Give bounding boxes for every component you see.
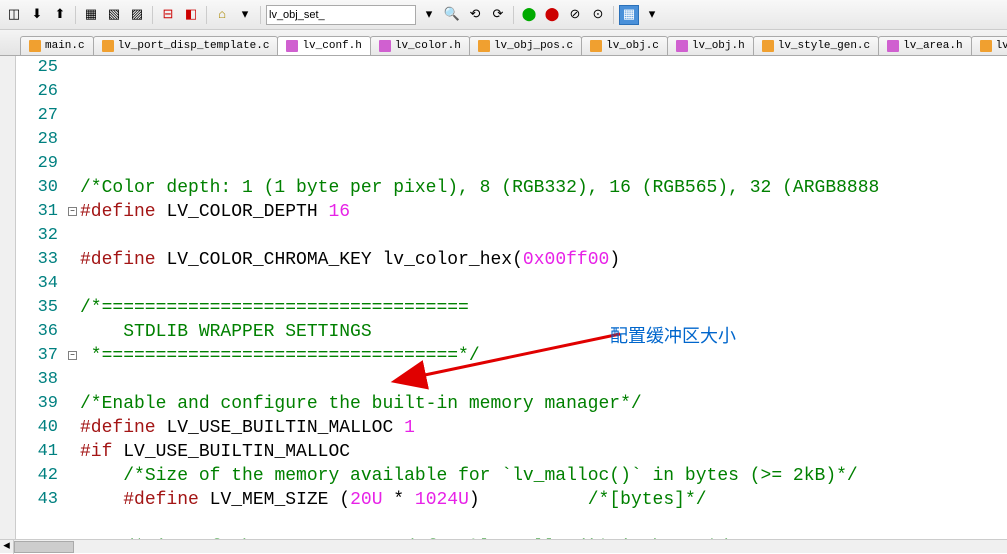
tab-label: lv_obj.h <box>692 40 745 52</box>
tab-label: lv_port_disp_template.c <box>118 40 270 52</box>
line-number: 38 <box>16 368 58 392</box>
tab-lv_area-h[interactable]: lv_area.h <box>878 36 971 55</box>
line-number: 31 <box>16 200 58 224</box>
tab-lv_obj_style[interactable]: lv_obj_style <box>971 36 1007 55</box>
tb-btn-11[interactable]: ⟲ <box>465 5 485 25</box>
code-line: /*Color depth: 1 (1 byte per pixel), 8 (… <box>80 176 1007 200</box>
line-number: 34 <box>16 272 58 296</box>
tab-label: lv_area.h <box>903 40 962 52</box>
line-number: 27 <box>16 104 58 128</box>
tab-label: lv_conf.h <box>302 40 361 52</box>
tb-btn-16[interactable]: ⊙ <box>588 5 608 25</box>
code-line: #define LV_COLOR_DEPTH 16 <box>80 200 1007 224</box>
tb-btn-14[interactable]: ⬤ <box>542 5 562 25</box>
tb-btn-4[interactable]: ▦ <box>81 5 101 25</box>
code-line <box>80 152 1007 176</box>
tb-dropdown-1[interactable]: ▾ <box>419 5 439 25</box>
line-number: 33 <box>16 248 58 272</box>
tab-lv_obj_pos-c[interactable]: lv_obj_pos.c <box>469 36 582 55</box>
horizontal-scrollbar[interactable]: ◂ <box>0 539 1007 553</box>
fold-toggle[interactable]: − <box>68 351 77 360</box>
tb-btn-7[interactable]: ⊟ <box>158 5 178 25</box>
line-number: 37 <box>16 344 58 368</box>
line-number: 40 <box>16 416 58 440</box>
code-line <box>80 512 1007 536</box>
tab-label: lv_obj.c <box>606 40 659 52</box>
margin-strip <box>0 56 16 539</box>
file-icon <box>29 40 41 52</box>
line-number: 36 <box>16 320 58 344</box>
tb-btn-8[interactable]: ◧ <box>181 5 201 25</box>
toolbar: ◫ ⬇ ⬆ ▦ ▧ ▨ ⊟ ◧ ⌂ ▾ ▾ 🔍 ⟲ ⟳ ⬤ ⬤ ⊘ ⊙ ▦ ▾ <box>0 0 1007 30</box>
tb-btn-1[interactable]: ◫ <box>4 5 24 25</box>
code-line: /*================================== <box>80 296 1007 320</box>
tb-btn-15[interactable]: ⊘ <box>565 5 585 25</box>
code-line: #define LV_USE_BUILTIN_MALLOC 1 <box>80 416 1007 440</box>
file-icon <box>676 40 688 52</box>
line-number-gutter: 25262728293031323334353637383940414243 <box>16 56 66 539</box>
code-line: *=================================*/ <box>80 344 1007 368</box>
tb-btn-2[interactable]: ⬇ <box>27 5 47 25</box>
line-number: 30 <box>16 176 58 200</box>
line-number: 39 <box>16 392 58 416</box>
tb-btn-5[interactable]: ▧ <box>104 5 124 25</box>
fold-toggle[interactable]: − <box>68 207 77 216</box>
tb-search-icon[interactable]: 🔍 <box>442 5 462 25</box>
code-line <box>80 224 1007 248</box>
file-icon <box>590 40 602 52</box>
code-line: #if LV_USE_BUILTIN_MALLOC <box>80 440 1007 464</box>
fold-column: −− <box>66 56 80 539</box>
tb-btn-3[interactable]: ⬆ <box>50 5 70 25</box>
code-line: /*Size of the memory available for `lv_m… <box>80 464 1007 488</box>
file-icon <box>762 40 774 52</box>
tb-btn-17[interactable]: ▦ <box>619 5 639 25</box>
editor-area: 25262728293031323334353637383940414243 −… <box>0 56 1007 539</box>
tab-lv_color-h[interactable]: lv_color.h <box>370 36 470 55</box>
code-line: #define LV_COLOR_CHROMA_KEY lv_color_hex… <box>80 248 1007 272</box>
code-area[interactable]: /*Color depth: 1 (1 byte per pixel), 8 (… <box>80 56 1007 539</box>
tab-lv_style_gen-c[interactable]: lv_style_gen.c <box>753 36 879 55</box>
code-line: /*Enable and configure the built-in memo… <box>80 392 1007 416</box>
line-number: 32 <box>16 224 58 248</box>
tab-label: lv_color.h <box>395 40 461 52</box>
tb-dropdown-2[interactable]: ▾ <box>642 5 662 25</box>
tab-bar: main.c lv_port_disp_template.c lv_conf.h lv… <box>0 30 1007 56</box>
tb-btn-9[interactable]: ⌂ <box>212 5 232 25</box>
tab-label: lv_style_gen.c <box>778 40 870 52</box>
scroll-left-button[interactable]: ◂ <box>0 540 14 554</box>
line-number: 26 <box>16 80 58 104</box>
line-number: 41 <box>16 440 58 464</box>
file-icon <box>102 40 114 52</box>
line-number: 28 <box>16 128 58 152</box>
annotation-label: 配置缓冲区大小 <box>610 324 736 348</box>
tb-btn-12[interactable]: ⟳ <box>488 5 508 25</box>
tb-btn-10[interactable]: ▾ <box>235 5 255 25</box>
tb-btn-6[interactable]: ▨ <box>127 5 147 25</box>
tab-lv_conf-h[interactable]: lv_conf.h <box>277 36 370 56</box>
file-icon <box>980 40 992 52</box>
line-number: 29 <box>16 152 58 176</box>
tb-btn-13[interactable]: ⬤ <box>519 5 539 25</box>
file-icon <box>379 40 391 52</box>
file-icon <box>478 40 490 52</box>
code-line: STDLIB WRAPPER SETTINGS <box>80 320 1007 344</box>
line-number: 43 <box>16 488 58 512</box>
code-line <box>80 368 1007 392</box>
tab-label: lv_obj_pos.c <box>494 40 573 52</box>
tab-main-c[interactable]: main.c <box>20 36 94 55</box>
tab-label: main.c <box>45 40 85 52</box>
tab-lv_port_disp_template-c[interactable]: lv_port_disp_template.c <box>93 36 279 55</box>
tab-label: lv_obj_style <box>996 40 1007 52</box>
code-line <box>80 272 1007 296</box>
file-icon <box>286 40 298 52</box>
symbol-combo[interactable] <box>266 5 416 25</box>
code-line: #define LV_MEM_SIZE (20U * 1024U) /*[byt… <box>80 488 1007 512</box>
line-number: 42 <box>16 464 58 488</box>
tab-lv_obj-c[interactable]: lv_obj.c <box>581 36 668 55</box>
scroll-thumb[interactable] <box>14 541 74 553</box>
file-icon <box>887 40 899 52</box>
line-number: 35 <box>16 296 58 320</box>
tab-lv_obj-h[interactable]: lv_obj.h <box>667 36 754 55</box>
line-number: 25 <box>16 56 58 80</box>
